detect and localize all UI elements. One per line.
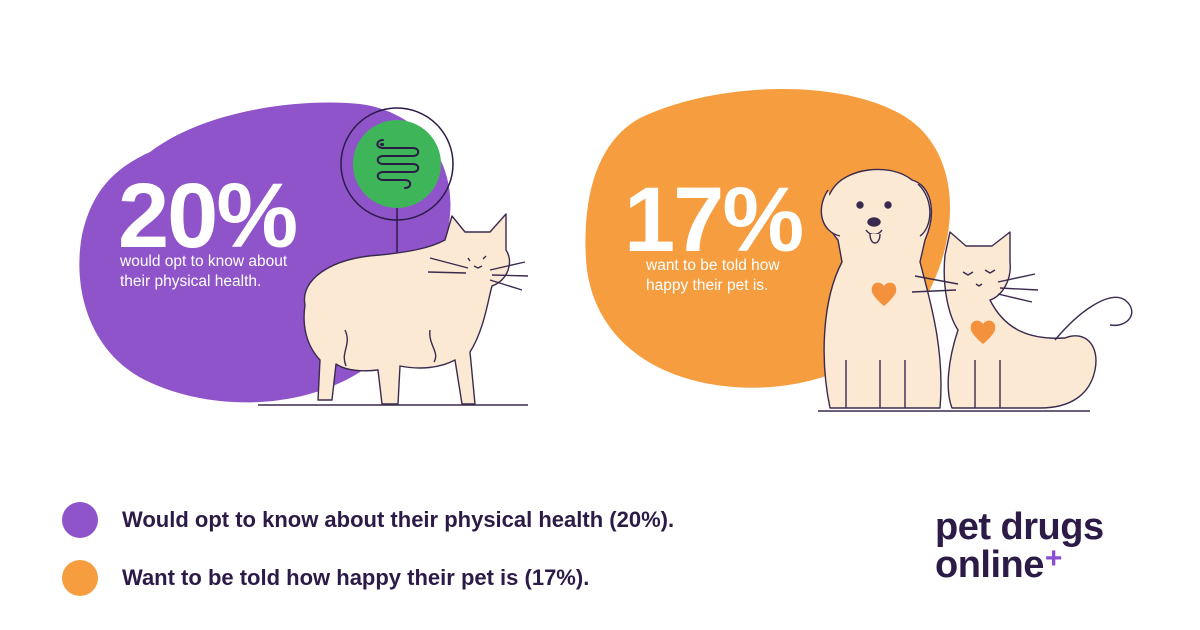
intestine-icon	[376, 139, 420, 189]
stat-right-caption: want to be told how happy their pet is.	[646, 256, 780, 296]
stat-right-caption-line2: happy their pet is.	[646, 277, 769, 294]
legend-item-happiness: Want to be told how happy their pet is (…	[62, 558, 589, 598]
legend-label: Would opt to know about their physical h…	[122, 507, 675, 532]
legend-dot-purple	[62, 502, 98, 538]
brand-line2-wrap: online+	[935, 542, 1104, 586]
heart-icon	[970, 320, 996, 344]
stat-left-caption-line2: their physical health.	[120, 273, 262, 290]
heart-icon	[871, 282, 897, 306]
legend-dot-orange	[62, 560, 98, 596]
stat-left-caption-line1: would opt to know about	[120, 253, 288, 270]
legend-item-physical-health: Would opt to know about their physical h…	[62, 500, 674, 540]
brand-plus-icon: +	[1044, 542, 1063, 575]
cat-illustration	[303, 213, 529, 405]
brand-line1: pet drugs	[935, 506, 1104, 548]
stat-right-value: 17%	[624, 169, 804, 271]
brand-line2: online	[935, 544, 1044, 586]
stat-right-caption-line1: want to be told how	[646, 257, 780, 274]
stat-left-caption: would opt to know about their physical h…	[120, 252, 287, 292]
legend-label: Want to be told how happy their pet is (…	[122, 565, 590, 590]
brand-logo: pet drugs online+	[935, 508, 1104, 584]
dog-illustration	[820, 168, 1133, 409]
stat-left-value: 20%	[118, 165, 298, 267]
